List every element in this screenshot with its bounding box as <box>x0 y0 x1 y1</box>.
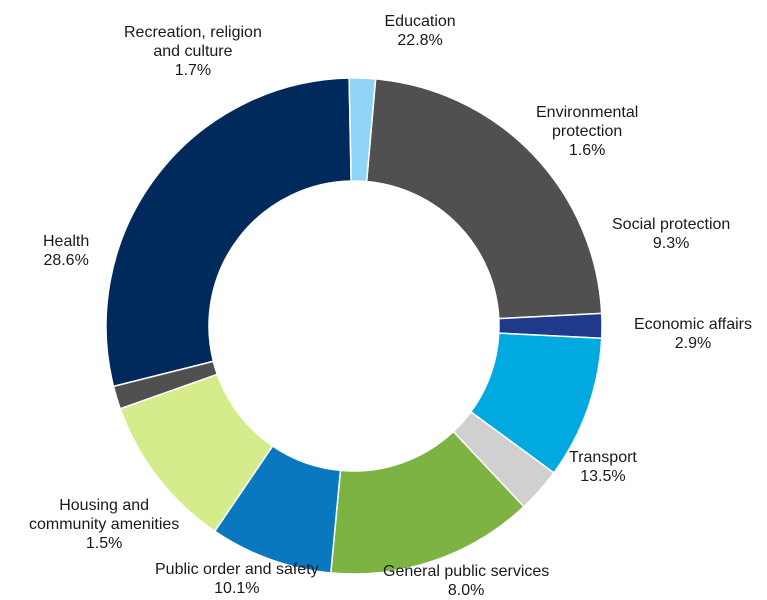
label-economic-affairs: Economic affairs 2.9% <box>634 315 752 353</box>
value-label: 8.0% <box>447 582 485 599</box>
value-label: 2.9% <box>674 335 712 352</box>
category-label: Environmental <box>536 104 639 121</box>
value-label: 1.6% <box>568 142 606 159</box>
value-label: 22.8% <box>397 32 443 49</box>
value-label: 13.5% <box>580 468 626 485</box>
value-label: 1.5% <box>85 535 123 552</box>
category-label: Public order and safety <box>155 561 319 578</box>
label-transport: Transport 13.5% <box>569 448 637 486</box>
category-label: General public services <box>383 563 550 580</box>
category-label: and culture <box>153 43 233 60</box>
slice-recreation-religion-and-culture <box>348 77 377 183</box>
value-label: 1.7% <box>174 62 212 79</box>
category-label: Health <box>43 233 90 250</box>
value-label: 9.3% <box>652 235 690 252</box>
category-label: protection <box>552 123 623 140</box>
category-label: Housing and <box>59 497 150 514</box>
value-label: 10.1% <box>214 580 260 597</box>
category-label: Social protection <box>612 216 731 233</box>
label-housing-and-community-amenities: Housing and community amenities 1.5% <box>29 496 179 553</box>
label-education: Education 22.8% <box>385 12 456 50</box>
label-general-public-services: General public services 8.0% <box>383 562 549 600</box>
label-social-protection: Social protection 9.3% <box>612 215 730 253</box>
label-recreation-religion-and-culture: Recreation, religion and culture 1.7% <box>124 23 262 80</box>
category-label: Education <box>384 13 456 30</box>
label-public-order-and-safety: Public order and safety 10.1% <box>155 560 319 598</box>
category-label: Transport <box>569 449 637 466</box>
label-environmental-protection: Environmental protection 1.6% <box>536 103 638 160</box>
category-label: community amenities <box>29 516 180 533</box>
label-health: Health 28.6% <box>43 232 89 270</box>
slice-health <box>105 77 352 388</box>
category-label: Recreation, religion <box>124 24 262 41</box>
value-label: 28.6% <box>43 252 89 269</box>
category-label: Economic affairs <box>634 316 752 333</box>
slice-education <box>365 78 603 320</box>
